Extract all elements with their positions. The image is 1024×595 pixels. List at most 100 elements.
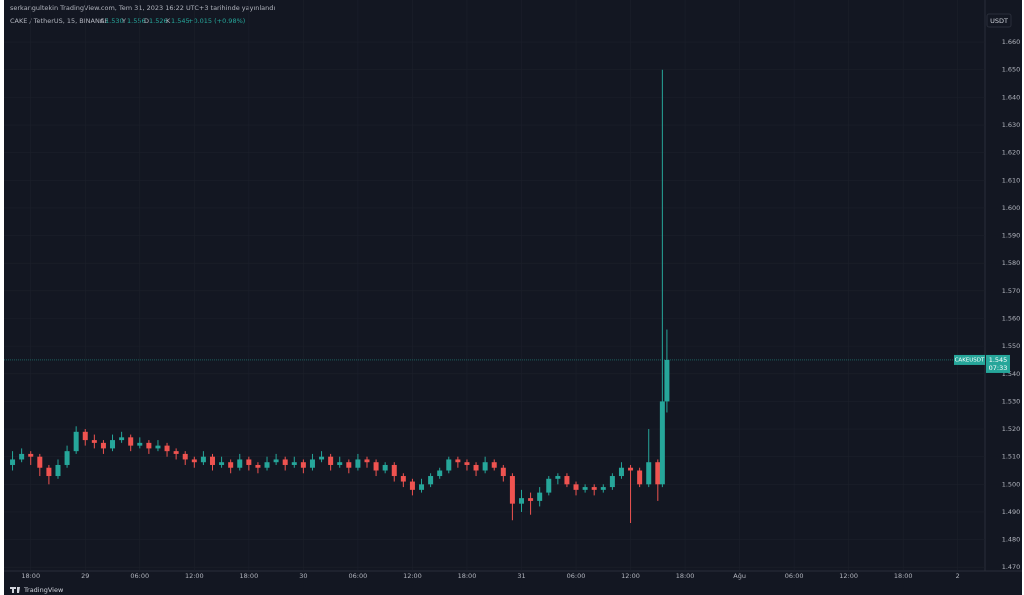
- x-tick-label: Ağu: [733, 572, 746, 580]
- plot: [4, 0, 985, 571]
- brand-logo: [10, 587, 20, 593]
- x-tick-label: 06:00: [567, 572, 586, 580]
- candle-body: [455, 459, 461, 463]
- y-tick-label: 1.630: [1002, 121, 1021, 129]
- legend-change: +0.015 (+0.98%): [188, 17, 245, 25]
- candle-body: [10, 459, 16, 465]
- candle-body: [364, 459, 370, 463]
- candle-body: [246, 459, 252, 465]
- candle-body: [600, 487, 606, 490]
- x-tick-label: 18:00: [894, 572, 913, 580]
- candle-body: [546, 478, 552, 493]
- candle-body: [146, 442, 152, 449]
- price-tag: [986, 354, 1010, 373]
- x-tick-label: 30: [299, 572, 307, 580]
- brand: TradingView: [23, 586, 64, 594]
- candle-body: [282, 459, 288, 465]
- candle-body: [209, 456, 215, 465]
- candle-body: [300, 462, 306, 468]
- candle-body: [37, 456, 43, 468]
- candle-body: [500, 467, 506, 477]
- candle-body: [173, 451, 179, 454]
- candle-body: [228, 462, 234, 468]
- x-tick-label: 06:00: [785, 572, 804, 580]
- y-tick-label: 1.600: [1002, 204, 1021, 212]
- x-tick-label: 12:00: [839, 572, 858, 580]
- candle-body: [346, 462, 352, 468]
- candle-body: [428, 476, 434, 485]
- candle-body: [100, 442, 106, 449]
- x-tick-label: 18:00: [458, 572, 477, 580]
- background: [4, 0, 1022, 595]
- x-tick-label: 06:00: [130, 572, 149, 580]
- candle-body: [28, 453, 34, 457]
- candle-body: [518, 498, 524, 504]
- candle-body: [128, 437, 134, 446]
- candle-body: [637, 470, 643, 485]
- candle-body: [355, 459, 361, 468]
- candle-body: [309, 459, 315, 468]
- candle-body: [73, 431, 79, 452]
- candle-body: [591, 487, 597, 490]
- legend-value: 1.526: [149, 17, 168, 25]
- candle-body: [419, 484, 425, 490]
- legend-key: K: [166, 17, 171, 25]
- candle-body: [110, 440, 116, 449]
- legend-key: Y: [121, 17, 126, 25]
- candle-body: [400, 476, 406, 482]
- candle-body: [219, 462, 225, 465]
- candle-body: [655, 462, 661, 485]
- symbol-label: CAKEUSDT: [955, 357, 985, 363]
- chart-title: serkangultekin TradingView.com, Tem 31, …: [10, 4, 275, 12]
- candle-body: [328, 456, 334, 465]
- y-tick-label: 1.530: [1002, 397, 1021, 405]
- countdown-label: 07:33: [989, 364, 1008, 372]
- x-tick-label: 31: [517, 572, 525, 580]
- y-tick-label: 1.620: [1002, 149, 1021, 157]
- candle-body: [391, 464, 397, 477]
- y-tick-label: 1.520: [1002, 425, 1021, 433]
- x-tick-label: 12:00: [403, 572, 422, 580]
- candle-body: [464, 462, 470, 465]
- y-tick-label: 1.570: [1002, 287, 1021, 295]
- candle-body: [646, 462, 652, 485]
- candle-body: [191, 459, 197, 463]
- legend-value: 1.545: [171, 17, 190, 25]
- symbol-tag: [954, 354, 985, 365]
- candle-body: [437, 470, 443, 477]
- candle-body: [19, 453, 25, 460]
- candle-body: [319, 456, 325, 460]
- candle-body: [337, 462, 343, 465]
- candle-body: [409, 481, 415, 490]
- candle-body: [255, 464, 261, 468]
- candle-body: [164, 445, 170, 452]
- symbol-info: CAKE / TetherUS, 15, BINANCE: [10, 17, 109, 25]
- candle-body: [82, 431, 88, 441]
- y-tick-label: 1.640: [1002, 93, 1021, 101]
- y-tick-label: 1.580: [1002, 259, 1021, 267]
- candle-body: [573, 484, 579, 490]
- legend-key: D: [144, 17, 149, 25]
- candle-body: [382, 464, 388, 471]
- x-tick-label: 12:00: [185, 572, 204, 580]
- legend-value: 1.556: [127, 17, 146, 25]
- candle-body: [659, 401, 665, 485]
- candle-body: [237, 459, 243, 468]
- x-tick-label: 18:00: [676, 572, 695, 580]
- x-tick-label: 18:00: [21, 572, 40, 580]
- candle-body: [628, 467, 634, 471]
- candle-body: [564, 476, 570, 485]
- y-tick-label: 1.480: [1002, 536, 1021, 544]
- x-tick-label: 2: [956, 572, 960, 580]
- candle-body: [482, 462, 488, 471]
- candle-body: [446, 459, 452, 471]
- candle-body: [200, 456, 206, 463]
- y-tick-label: 1.490: [1002, 508, 1021, 516]
- candle-body: [46, 467, 52, 477]
- candle-body: [291, 462, 297, 465]
- candle-body: [91, 440, 97, 443]
- candle-body: [64, 451, 70, 465]
- currency-box: [986, 13, 1012, 28]
